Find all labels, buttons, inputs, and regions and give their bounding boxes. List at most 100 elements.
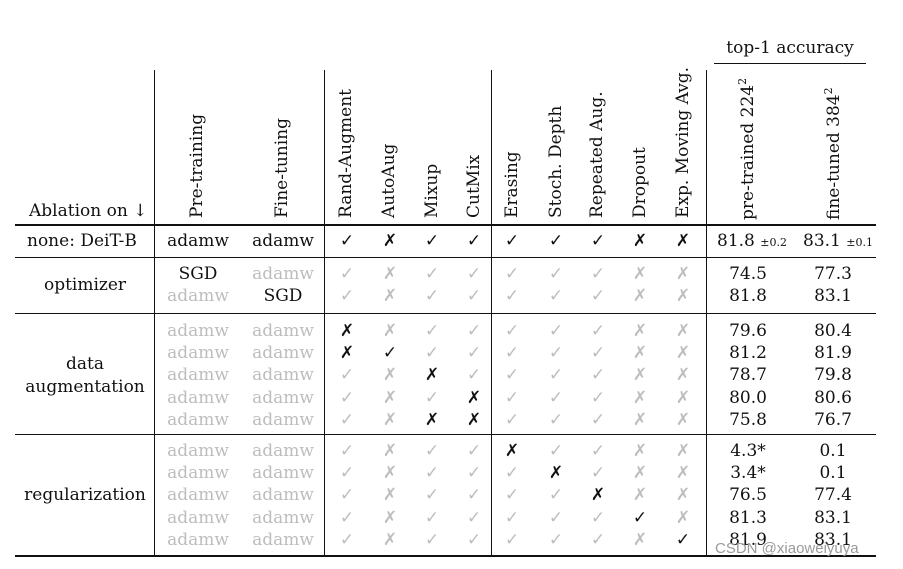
cell-finetuning: adamw: [252, 485, 314, 505]
header-dropout: Dropout: [630, 147, 650, 218]
cell-mark-stoch-depth: ✓: [548, 388, 564, 408]
header-cutmix: CutMix: [464, 154, 484, 218]
baseline-label: none: DeiT-B: [27, 231, 137, 251]
cell-finetuning: adamw: [252, 530, 314, 550]
cell-acc-finetuned: 80.6: [814, 388, 852, 408]
cell-mark-rand-augment: ✗: [339, 343, 355, 363]
cell-mark-autoaug: ✗: [382, 321, 398, 341]
cell-mark-dropout: ✗: [632, 321, 648, 341]
cell-mark-erasing: ✓: [504, 264, 520, 284]
cell-mark-mixup: ✓: [424, 463, 440, 483]
baseline-mark-cutmix: ✓: [466, 231, 482, 251]
cell-pretraining: adamw: [167, 343, 229, 363]
optimizer-rule: [15, 313, 876, 314]
baseline-acc-pre: 81.8 ±0.2: [717, 231, 787, 251]
vrule-aug: [491, 70, 492, 556]
cell-mark-cutmix: ✓: [466, 365, 482, 385]
cell-pretraining: adamw: [167, 463, 229, 483]
baseline-finetuning: adamw: [252, 231, 314, 251]
cell-acc-pretrained: 81.2: [729, 343, 767, 363]
cell-acc-finetuned: 76.7: [814, 410, 852, 430]
cell-acc-finetuned: 0.1: [819, 441, 847, 461]
header-finetuned-384: fine-tuned 3842: [822, 87, 844, 220]
header-rule: [15, 224, 876, 226]
group-label-optimizer: optimizer: [43, 275, 127, 295]
vrule-optim: [324, 70, 325, 556]
cell-mark-rand-augment: ✓: [339, 441, 355, 461]
vrule-label: [154, 70, 155, 556]
cell-mark-rand-augment: ✓: [339, 365, 355, 385]
baseline-mark-exp-moving-avg: ✗: [675, 231, 691, 251]
cell-acc-pretrained: 81.9: [729, 530, 767, 550]
cell-mark-erasing: ✓: [504, 485, 520, 505]
baseline-rule: [15, 257, 876, 258]
cell-mark-dropout: ✗: [632, 388, 648, 408]
cell-mark-mixup: ✓: [424, 388, 440, 408]
baseline-pretraining: adamw: [167, 231, 229, 251]
cell-finetuning: adamw: [252, 388, 314, 408]
cell-finetuning: adamw: [252, 264, 314, 284]
cell-mark-erasing: ✓: [504, 286, 520, 306]
cell-pretraining: SGD: [178, 264, 218, 284]
cell-acc-finetuned: 83.1: [814, 530, 852, 550]
cell-mark-dropout: ✓: [632, 508, 648, 528]
baseline-mark-autoaug: ✗: [382, 231, 398, 251]
cell-mark-repeated-aug: ✓: [590, 321, 606, 341]
header-repeated-aug: Repeated Aug.: [587, 91, 607, 218]
cell-mark-erasing: ✓: [504, 388, 520, 408]
cell-mark-autoaug: ✗: [382, 410, 398, 430]
cell-mark-exp-moving-avg: ✗: [675, 388, 691, 408]
cell-acc-pretrained: 81.3: [729, 508, 767, 528]
group-header-underline: [714, 63, 866, 64]
cell-mark-mixup: ✓: [424, 508, 440, 528]
cell-acc-pretrained: 78.7: [729, 365, 767, 385]
cell-acc-finetuned: 81.9: [814, 343, 852, 363]
cell-mark-stoch-depth: ✓: [548, 343, 564, 363]
header-erasing: Erasing: [502, 151, 522, 218]
cell-acc-finetuned: 80.4: [814, 321, 852, 341]
cell-mark-cutmix: ✗: [466, 388, 482, 408]
cell-mark-mixup: ✓: [424, 485, 440, 505]
cell-acc-finetuned: 77.3: [814, 264, 852, 284]
cell-mark-stoch-depth: ✓: [548, 508, 564, 528]
cell-mark-autoaug: ✗: [382, 508, 398, 528]
header-finetuning: Fine-tuning: [272, 118, 292, 218]
cell-finetuning: adamw: [252, 410, 314, 430]
header-pretrained-224: pre-trained 2242: [736, 77, 758, 220]
cell-mark-stoch-depth: ✓: [548, 485, 564, 505]
cell-acc-finetuned: 83.1: [814, 508, 852, 528]
cell-mark-autoaug: ✗: [382, 441, 398, 461]
cell-acc-pretrained: 3.4*: [730, 463, 766, 483]
cell-mark-dropout: ✗: [632, 485, 648, 505]
cell-mark-stoch-depth: ✓: [548, 365, 564, 385]
cell-mark-exp-moving-avg: ✓: [675, 530, 691, 550]
cell-acc-pretrained: 74.5: [729, 264, 767, 284]
cell-acc-pretrained: 81.8: [729, 286, 767, 306]
baseline-mark-rand-augment: ✓: [339, 231, 355, 251]
cell-mark-erasing: ✓: [504, 530, 520, 550]
cell-mark-dropout: ✗: [632, 343, 648, 363]
cell-mark-cutmix: ✓: [466, 441, 482, 461]
cell-mark-stoch-depth: ✓: [548, 441, 564, 461]
cell-mark-cutmix: ✓: [466, 530, 482, 550]
cell-mark-rand-augment: ✓: [339, 530, 355, 550]
cell-mark-erasing: ✗: [504, 441, 520, 461]
group-label-data: data: [66, 354, 104, 374]
cell-mark-repeated-aug: ✓: [590, 388, 606, 408]
cell-mark-repeated-aug: ✓: [590, 343, 606, 363]
cell-acc-pretrained: 80.0: [729, 388, 767, 408]
cell-mark-mixup: ✓: [424, 264, 440, 284]
cell-mark-rand-augment: ✓: [339, 463, 355, 483]
vrule-reg: [706, 70, 707, 556]
cell-mark-rand-augment: ✓: [339, 485, 355, 505]
cell-mark-exp-moving-avg: ✗: [675, 410, 691, 430]
cell-acc-finetuned: 77.4: [814, 485, 852, 505]
header-pretraining: Pre-training: [187, 113, 207, 218]
header-autoaug: AutoAug: [379, 143, 399, 218]
cell-mark-repeated-aug: ✓: [590, 410, 606, 430]
group-label-augmentation: augmentation: [25, 377, 145, 397]
cell-mark-mixup: ✗: [424, 410, 440, 430]
cell-finetuning: adamw: [252, 463, 314, 483]
cell-mark-dropout: ✗: [632, 530, 648, 550]
